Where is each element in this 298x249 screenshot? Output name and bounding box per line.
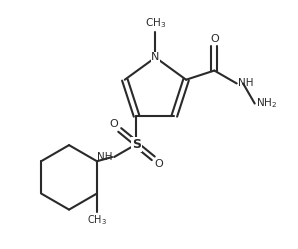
Text: NH$_2$: NH$_2$ — [256, 97, 277, 111]
Text: S: S — [132, 138, 141, 151]
Text: N: N — [151, 53, 160, 62]
Text: O: O — [109, 119, 118, 129]
Text: NH: NH — [97, 152, 113, 162]
Text: O: O — [210, 34, 219, 44]
Text: CH$_3$: CH$_3$ — [145, 16, 166, 30]
Text: O: O — [155, 159, 164, 169]
Text: CH$_3$: CH$_3$ — [87, 213, 107, 227]
Text: NH: NH — [238, 78, 253, 88]
